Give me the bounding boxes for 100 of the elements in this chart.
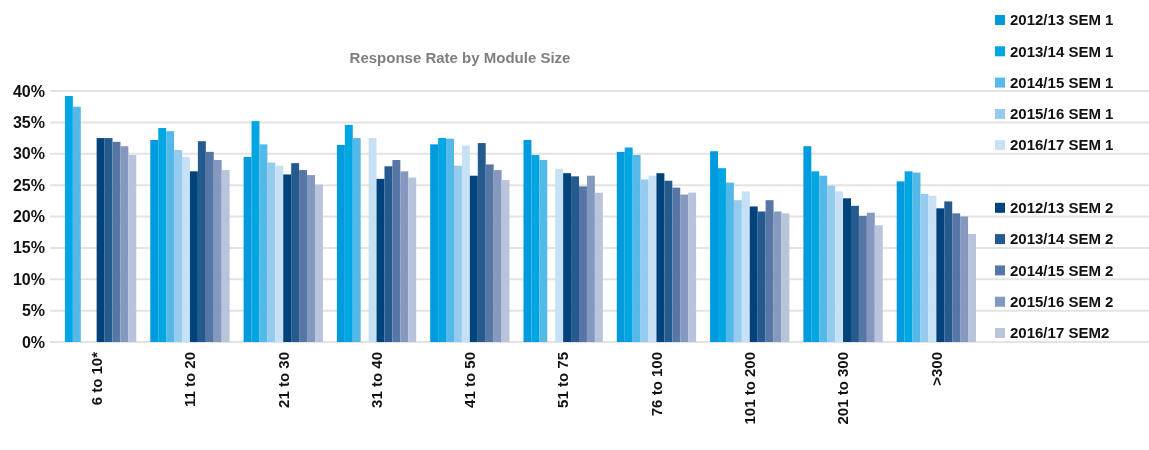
bar: [400, 171, 409, 342]
bar: [259, 144, 268, 342]
legend-label: 2013/14 SEM 2: [1010, 230, 1114, 248]
bar: [267, 162, 276, 342]
bar: [664, 180, 673, 342]
bar: [936, 208, 945, 342]
bar: [555, 168, 564, 342]
x-tick-label: 201 to 300: [834, 352, 852, 425]
x-tick-label: 41 to 50: [461, 352, 479, 408]
bar: [749, 206, 758, 342]
chart-title: Response Rate by Module Size: [349, 49, 571, 66]
x-tick-label: 51 to 75: [554, 352, 572, 408]
bar: [352, 138, 361, 342]
bar: [408, 177, 417, 342]
bar: [968, 234, 976, 342]
bar: [174, 149, 183, 342]
bar: [594, 192, 603, 342]
bar: [843, 198, 851, 342]
bar: [741, 191, 750, 342]
bar: [781, 213, 790, 342]
bar: [275, 165, 284, 342]
y-tick-label: 20%: [12, 208, 45, 226]
bar: [461, 145, 470, 342]
bar: [392, 160, 401, 342]
bar: [874, 225, 883, 342]
x-tick-label: 76 to 100: [647, 352, 665, 417]
legend-label: 2014/15 SEM 2: [1010, 261, 1114, 279]
bar: [189, 171, 198, 342]
y-tick-label: 25%: [12, 176, 45, 194]
bar: [307, 175, 315, 342]
x-tick-label: 31 to 40: [367, 352, 385, 408]
bar: [368, 138, 377, 342]
bar: [563, 173, 572, 342]
bar: [64, 96, 73, 342]
legend-label: 2012/13 SEM 1: [1010, 11, 1114, 29]
bar: [128, 155, 137, 342]
bar: [197, 141, 206, 342]
legend-label: 2015/16 SEM 2: [1010, 292, 1114, 310]
bar: [283, 174, 292, 342]
x-tick-label: 6 to 10*: [87, 351, 105, 406]
bar: [384, 166, 393, 342]
bar: [656, 173, 665, 342]
bar: [827, 185, 836, 342]
bar: [632, 155, 641, 342]
y-tick-label: 5%: [21, 302, 45, 320]
bar: [952, 213, 961, 342]
bar: [104, 138, 113, 342]
bar: [182, 156, 190, 342]
bar: [579, 186, 587, 342]
bar: [493, 170, 502, 342]
x-tick-label: 21 to 30: [274, 352, 292, 408]
legend-label: 2015/16 SEM 1: [1010, 105, 1114, 123]
bar: [205, 151, 214, 342]
bar: [640, 179, 649, 342]
bar: [166, 131, 175, 342]
bar: [858, 215, 867, 342]
bar: [680, 194, 689, 342]
bar: [866, 212, 875, 342]
bar: [501, 180, 510, 342]
bar: [765, 200, 774, 342]
x-tick-label: 11 to 20: [181, 352, 199, 408]
bar: [571, 176, 580, 342]
bar: [688, 192, 697, 342]
bar: [120, 146, 129, 342]
bar: [221, 170, 230, 342]
bar: [586, 175, 595, 342]
legend-label: 2012/13 SEM 2: [1010, 199, 1114, 217]
y-tick-label: 10%: [12, 270, 45, 288]
bar: [960, 216, 969, 342]
legend-label: 2014/15 SEM 1: [1010, 73, 1114, 91]
y-tick-label: 15%: [12, 239, 45, 257]
bar: [291, 163, 300, 342]
bar: [850, 205, 859, 342]
bar: [96, 138, 105, 342]
bar: [733, 200, 742, 342]
bar: [213, 160, 222, 342]
y-tick-label: 30%: [12, 145, 45, 163]
bar: [835, 191, 844, 342]
legend-label: 2013/14 SEM 1: [1010, 42, 1114, 60]
bar: [944, 201, 953, 342]
bar: [920, 193, 929, 342]
bar: [928, 195, 937, 342]
legend-label: 2016/17 SEM 1: [1010, 136, 1114, 154]
bar: [477, 143, 486, 342]
legend-label: 2016/17 SEM2: [1010, 324, 1110, 342]
bar: [299, 170, 308, 342]
bar: [446, 138, 454, 342]
bar: [539, 160, 548, 342]
bar: [72, 106, 81, 342]
bar: [485, 164, 494, 342]
bar: [469, 175, 478, 342]
bar: [314, 184, 323, 342]
bar: [453, 165, 462, 342]
y-tick-label: 35%: [12, 113, 45, 131]
bar: [672, 187, 681, 342]
bar: [725, 182, 734, 342]
bar: [757, 211, 766, 342]
bar: [819, 175, 828, 342]
x-tick-label: >300: [927, 352, 945, 386]
y-tick-label: 0%: [21, 333, 45, 351]
